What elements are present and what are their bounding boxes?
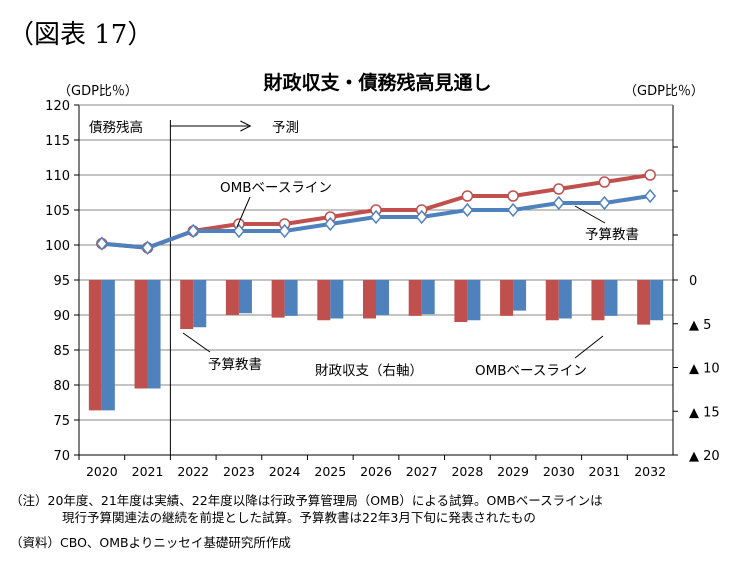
debt-label: 債務残高 (89, 119, 143, 136)
balance-bar (134, 280, 148, 389)
balance-bar (591, 280, 605, 321)
debt-marker (187, 223, 200, 239)
debt-marker (461, 202, 474, 218)
debt-marker (598, 176, 611, 188)
debt-marker (644, 188, 657, 204)
balance-bar (604, 280, 618, 316)
x-axis-tick-label: 2028 (451, 464, 483, 479)
right-axis-tick-label: ▲ 10 (689, 362, 720, 377)
left-axis-tick-label: 75 (53, 414, 70, 429)
left-axis-tick-label: 80 (53, 379, 70, 394)
x-axis-tick-label: 2029 (497, 464, 529, 479)
budget-bar-label: 予算教書 (208, 357, 262, 373)
forecast-arrow-head (240, 120, 252, 132)
debt-marker (553, 183, 565, 195)
left-axis-tick-label: 115 (45, 134, 70, 149)
x-axis-tick-label: 2021 (132, 464, 164, 479)
right-axis-tick-label: ▲ 15 (689, 405, 720, 420)
debt-marker (644, 169, 656, 181)
right-axis-tick-label: ▲ 5 (689, 318, 711, 333)
budget-bar-leader (182, 332, 211, 353)
debt-marker (278, 223, 291, 239)
balance-bar (284, 280, 298, 316)
x-axis-tick-label: 2031 (589, 464, 621, 479)
balance-bar (225, 280, 239, 315)
left-axis-tick-label: 85 (53, 344, 70, 359)
left-axis-tick-label: 90 (53, 309, 70, 324)
balance-bar (317, 280, 331, 321)
budget-line-leader (574, 205, 606, 224)
omb-line-leader (236, 196, 251, 228)
balance-bar (180, 280, 194, 329)
x-axis-tick-label: 2027 (406, 464, 438, 479)
note-line-2: 現行予算関連法の継続を前提とした試算。予算教書は22年3月下旬に発表されたもの (62, 510, 536, 525)
debt-marker (324, 216, 337, 232)
balance-bar (467, 280, 481, 321)
balance-bar (421, 280, 435, 315)
x-axis-tick-label: 2025 (314, 464, 346, 479)
balance-bar (147, 280, 161, 389)
x-axis-tick-label: 2032 (634, 464, 666, 479)
balance-bar (376, 280, 389, 315)
left-axis-unit: （GDP比％） (58, 84, 138, 99)
right-axis-tick-label: 0 (689, 274, 697, 289)
figure-number: （図表 17） (8, 20, 154, 50)
x-axis-tick-label: 2022 (177, 464, 209, 479)
right-axis-unit: （GDP比％） (624, 84, 704, 99)
note-line-1: （注）20年度、21年度は実績、22年度以降は行政予算管理局（OMB）による試算… (10, 493, 603, 508)
x-axis-tick-label: 2024 (269, 464, 301, 479)
budget-line-label: 予算教書 (585, 227, 639, 243)
x-axis-tick-label: 2026 (360, 464, 392, 479)
balance-bar (271, 280, 285, 318)
balance-bar (101, 280, 115, 411)
left-axis-tick-label: 105 (45, 204, 70, 219)
x-axis-tick-label: 2023 (223, 464, 255, 479)
balance-bar (330, 280, 344, 319)
debt-marker (507, 190, 519, 202)
balance-bar (558, 280, 572, 319)
left-axis-tick-label: 110 (45, 169, 70, 184)
balance-bar (650, 280, 664, 321)
debt-marker (232, 223, 245, 239)
omb-line-label: OMBベースライン (220, 180, 332, 196)
balance-bar (193, 280, 207, 328)
debt-marker (598, 195, 611, 211)
left-axis-tick-label: 120 (45, 99, 70, 114)
balance-bar (500, 280, 514, 316)
left-axis-tick-label: 100 (45, 239, 70, 254)
left-axis-tick-label: 70 (53, 449, 70, 464)
left-axis-tick-label: 95 (53, 274, 70, 289)
debt-marker (370, 209, 382, 225)
balance-label: 財政収支（右軸） (315, 363, 423, 379)
debt-marker (552, 195, 565, 211)
balance-bar (88, 280, 102, 411)
chart-title: 財政収支・債務残高見通し (263, 72, 492, 94)
omb-bar-label: OMBベースライン (475, 363, 587, 379)
debt-marker (415, 209, 428, 225)
balance-bar (238, 280, 252, 314)
balance-bar (513, 280, 527, 311)
debt-marker (141, 240, 154, 255)
balance-bar (408, 280, 422, 316)
balance-bar (545, 280, 559, 321)
balance-bar (363, 280, 376, 319)
source-note: （資料）CBO、OMBよりニッセイ基礎研究所作成 (10, 535, 291, 550)
debt-marker (95, 236, 108, 251)
omb-bar-leader (574, 335, 604, 359)
x-axis-tick-label: 2020 (86, 464, 118, 479)
right-axis-tick-label: ▲ 20 (689, 449, 720, 464)
debt-marker (507, 202, 520, 218)
balance-bar (637, 280, 651, 325)
debt-marker (461, 190, 474, 202)
balance-bar (454, 280, 468, 322)
x-axis-tick-label: 2030 (543, 464, 575, 479)
forecast-label: 予測 (272, 120, 299, 136)
